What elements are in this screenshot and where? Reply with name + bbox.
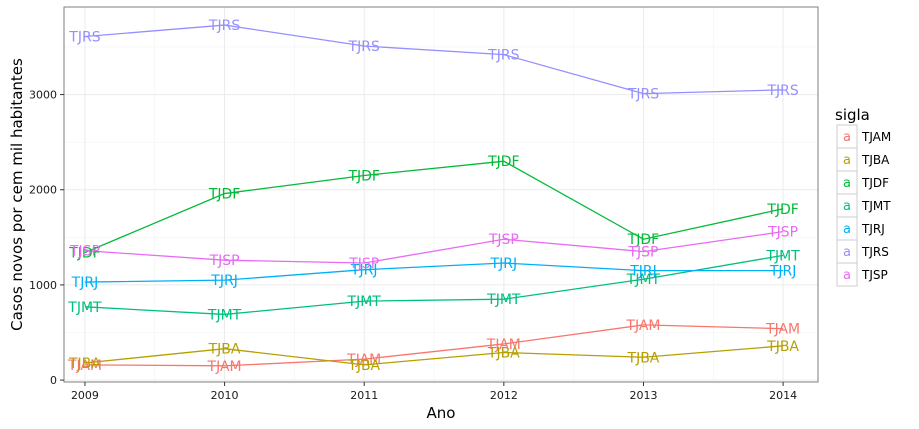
data-label-tjdf: TJDF [68,246,101,262]
legend-label: TJBA [861,153,890,167]
x-tick-label: 2010 [211,389,239,402]
y-tick-label: 3000 [29,89,57,102]
series-line-tjsp [84,230,784,264]
legend-label: TJRS [861,245,889,259]
data-label-tjba: TJBA [487,345,520,361]
data-label-tjrj: TJRJ [490,256,518,272]
data-label-tjrs: TJRS [766,83,798,99]
y-tick-label: 0 [50,374,57,387]
data-label-tjrj: TJRJ [350,263,378,279]
data-label-tjrj: TJRJ [71,275,99,291]
data-label-tjmt: TJMT [207,307,242,323]
data-label-tjba: TJBA [627,350,660,366]
data-label-tjrs: TJRS [348,39,380,55]
legend-item-tjdf: a TJDF [836,170,889,195]
data-label-tjba: TJBA [68,356,101,372]
data-label-tjrs: TJRS [208,18,240,34]
legend-label: TJAM [861,130,891,144]
legend: sigla a TJAM a TJBA a TJDF a TJMT a TJRJ a TJRS a TJS… [835,106,891,287]
legend-item-tjsp: a TJSP [836,262,888,287]
data-label-tjdf: TJDF [627,232,660,248]
legend-title: sigla [835,106,870,124]
y-tick-label: 2000 [29,184,57,197]
series-line-tjrj [84,262,784,283]
data-label-tjba: TJBA [208,342,241,358]
legend-item-tjmt: a TJMT [836,193,891,218]
x-tick-label: 2012 [490,389,518,402]
data-label-tjdf: TJDF [487,154,520,170]
data-label-tjrj: TJRJ [769,264,797,280]
data-label-tjrs: TJRS [487,48,519,64]
data-label-tjsp: TJSP [767,225,798,241]
data-label-tjdf: TJDF [766,202,799,218]
legend-item-tjba: a TJBA [836,147,890,172]
legend-item-tjam: a TJAM [836,124,891,149]
legend-key-glyph: a [843,245,851,260]
data-label-tjrs: TJRS [627,87,659,103]
data-label-tjsp: TJSP [209,253,240,269]
legend-key-glyph: a [843,130,851,145]
data-label-tjam: TJAM [486,337,521,353]
y-axis-title: Casos novos por cem mil habitantes [8,58,26,331]
series-line-tjba [84,345,784,366]
x-tick-label: 2009 [71,389,99,402]
legend-item-tjrs: a TJRS [836,239,889,264]
data-label-tjmt: TJMT [486,292,521,308]
series-line-tjam [84,324,784,367]
x-tick-label: 2011 [350,389,378,402]
series-line-tjdf [84,160,784,254]
plot-panel [63,6,819,383]
data-label-tjam: TJAM [207,359,242,375]
data-label-tjrj: TJRJ [629,264,657,280]
data-label-tjmt: TJMT [67,300,102,316]
data-label-tjrs: TJRS [68,30,100,46]
series-lines [84,24,784,367]
legend-label: TJSP [861,268,888,282]
y-axis: 0 1000 2000 3000 [29,89,64,387]
data-label-tjdf: TJDF [347,168,380,184]
x-axis: 2009 2010 2011 2012 2013 2014 [71,382,797,402]
data-label-tjmt: TJMT [626,272,661,288]
legend-key [836,262,858,287]
legend-key-glyph: a [843,176,851,191]
data-label-tjba: TJBA [347,358,380,374]
data-label-tjsp: TJSP [69,244,100,260]
grid [64,7,818,382]
x-tick-label: 2013 [629,389,657,402]
series-line-tjrs [84,24,784,95]
legend-label: TJRJ [861,222,885,236]
x-axis-title: Ano [427,404,456,422]
data-label-tjam: TJAM [346,352,381,368]
data-label-tjmt: TJMT [765,248,800,264]
data-label-tjba: TJBA [766,339,799,355]
data-label-tjam: TJAM [67,358,102,374]
legend-key-glyph: a [843,268,851,283]
data-label-tjmt: TJMT [347,294,382,310]
x-tick-label: 2014 [769,389,797,402]
legend-key-glyph: a [843,153,851,168]
legend-key-glyph: a [843,199,851,214]
data-label-tjrj: TJRJ [210,273,238,289]
data-label-tjam: TJAM [765,322,800,338]
data-label-tjsp: TJSP [348,256,379,272]
data-label-tjam: TJAM [625,318,660,334]
legend-items: a TJAM a TJBA a TJDF a TJMT a TJRJ a TJRS a TJSP [836,124,891,287]
legend-label: TJDF [861,176,889,190]
series-line-tjmt [84,254,784,316]
data-label-tjsp: TJSP [627,245,658,261]
legend-label: TJMT [861,199,891,213]
legend-item-tjrj: a TJRJ [836,216,885,241]
data-label-tjdf: TJDF [208,187,241,203]
legend-key-glyph: a [843,222,851,237]
y-tick-label: 1000 [29,279,57,292]
data-label-tjsp: TJSP [488,232,519,248]
